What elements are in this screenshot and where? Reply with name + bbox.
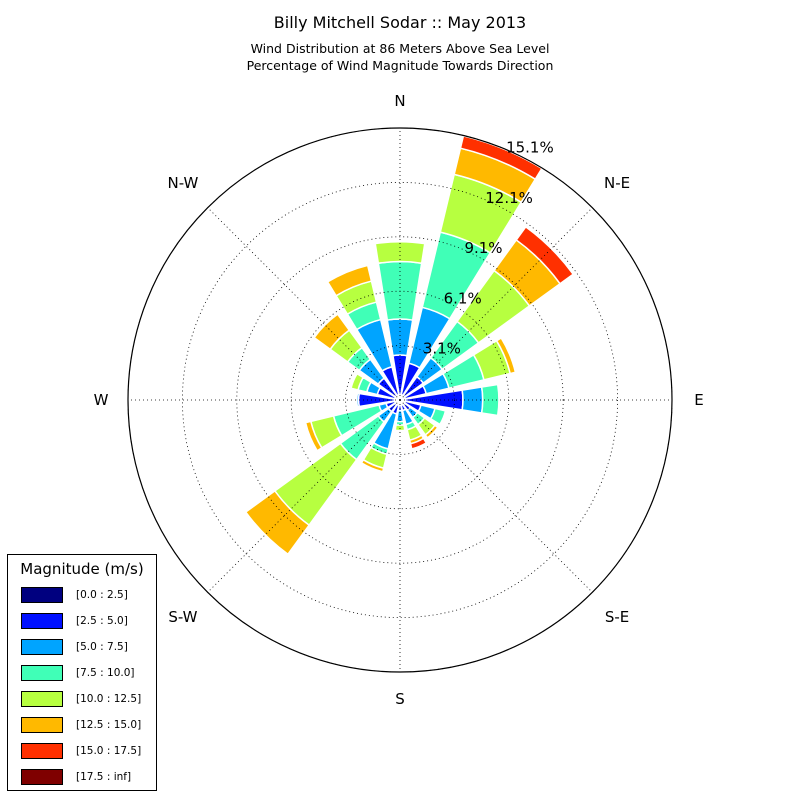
bar-dir-180-bin-4 xyxy=(394,424,406,432)
chart-subtitle-line2: Percentage of Wind Magnitude Towards Dir… xyxy=(246,58,554,73)
chart-labels: 3.1% 6.1% 9.1% 12.1% 15.1% N N-E E S-E S S-W W N-W xyxy=(94,92,704,708)
spoke-line xyxy=(207,207,401,401)
legend-label: [0.0 : 2.5] xyxy=(76,589,128,601)
radial-tick-label: 15.1% xyxy=(506,139,554,157)
legend-swatch xyxy=(21,717,63,733)
radial-tick-label: 9.1% xyxy=(464,239,502,257)
bar-dir-0-bin-2 xyxy=(386,318,414,357)
legend-swatch xyxy=(21,691,63,707)
direction-label-w: W xyxy=(94,391,109,409)
bar-dir-225-bin-5 xyxy=(244,489,311,556)
spoke-line xyxy=(399,207,593,401)
grid-ring xyxy=(345,345,455,455)
legend-swatch xyxy=(21,665,63,681)
legend-swatch xyxy=(21,587,63,603)
bar-dir-247.5-bin-5 xyxy=(304,420,323,452)
legend: Magnitude (m/s) [0.0 : 2.5] [2.5 : 5.0] [5… xyxy=(7,554,157,791)
radial-tick-label: 6.1% xyxy=(444,289,482,307)
legend-label: [2.5 : 5.0] xyxy=(76,615,128,627)
legend-label: [10.0 : 12.5] xyxy=(76,693,142,705)
direction-label-s: S xyxy=(395,690,405,708)
legend-swatch xyxy=(21,639,63,655)
bar-dir-0-bin-4 xyxy=(374,241,426,265)
spoke-line xyxy=(207,399,401,593)
bar-dir-270-bin-2 xyxy=(356,392,361,408)
bar-dir-112.5-bin-3 xyxy=(429,407,447,426)
direction-label-n-w: N-W xyxy=(167,174,198,192)
legend-swatch xyxy=(21,769,63,785)
legend-title: Magnitude (m/s) xyxy=(20,560,144,578)
legend-label: [15.0 : 17.5] xyxy=(76,745,142,757)
bar-dir-90-bin-3 xyxy=(480,383,500,417)
legend-label: [17.5 : inf] xyxy=(76,771,132,783)
direction-label-s-w: S-W xyxy=(168,608,197,626)
radial-tick-label: 3.1% xyxy=(423,340,461,358)
bar-dir-157.5-bin-6 xyxy=(409,437,428,450)
outer-ring xyxy=(127,127,673,673)
chart-title: Billy Mitchell Sodar :: May 2013 xyxy=(273,13,527,32)
legend-label: [5.0 : 7.5] xyxy=(76,641,128,653)
polar-grid xyxy=(127,127,673,673)
bar-dir-292.5-bin-4 xyxy=(350,372,365,391)
bar-dir-337.5-bin-5 xyxy=(326,264,373,297)
grid-ring xyxy=(181,181,619,619)
direction-label-e: E xyxy=(694,391,703,409)
legend-swatch xyxy=(21,613,63,629)
legend-swatch xyxy=(21,743,63,759)
bar-dir-202.5-bin-5 xyxy=(360,458,385,473)
spoke-line xyxy=(399,399,593,593)
direction-label-n: N xyxy=(394,92,405,110)
bar-dir-67.5-bin-5 xyxy=(495,336,517,375)
legend-label: [12.5 : 15.0] xyxy=(76,719,142,731)
direction-label-n-e: N-E xyxy=(604,174,630,192)
legend-label: [7.5 : 10.0] xyxy=(76,667,135,679)
radial-tick-label: 12.1% xyxy=(485,189,533,207)
grid-ring xyxy=(236,236,564,564)
direction-label-s-e: S-E xyxy=(605,608,629,626)
grid-ring xyxy=(290,290,510,510)
chart-subtitle-line1: Wind Distribution at 86 Meters Above Sea… xyxy=(250,41,550,56)
